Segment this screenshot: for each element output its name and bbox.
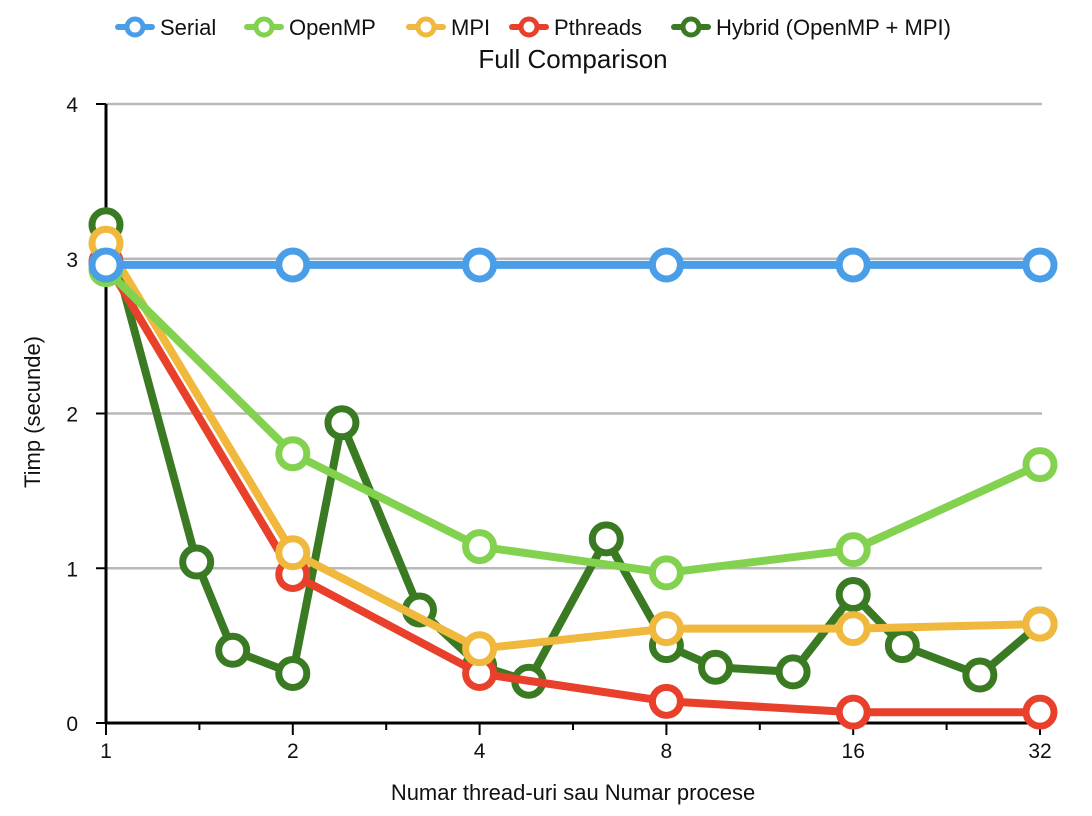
data-point-mpi (1022, 606, 1058, 642)
data-point-openmp (648, 555, 684, 591)
data-point-hybrid-openmp-mpi (884, 628, 920, 664)
legend-swatch-marker (518, 16, 540, 38)
legend-label: Serial (160, 15, 216, 40)
legend: Serial OpenMP MPI Pthreads Hybrid (OpenMP + … (115, 15, 951, 40)
legend-swatch-marker (680, 16, 702, 38)
x-tick-label-8: 8 (661, 740, 673, 763)
data-point-hybrid-openmp-mpi (698, 649, 734, 685)
legend-item-mpi: MPI (406, 15, 490, 40)
legend-label: MPI (451, 15, 490, 40)
data-point-pthreads (1022, 694, 1058, 730)
data-point-hybrid-openmp-mpi (962, 657, 998, 693)
y-axis-label: Timp (secunde) (20, 336, 45, 488)
legend-swatch-marker (415, 16, 437, 38)
chart-title: Full Comparison (478, 44, 667, 74)
y-tick-label-3: 3 (66, 249, 78, 272)
y-tick-label-1: 1 (66, 558, 78, 581)
legend-label: Pthreads (554, 15, 642, 40)
legend-swatch-marker (124, 16, 146, 38)
gridlines (106, 102, 1042, 570)
data-point-hybrid-openmp-mpi (835, 577, 871, 613)
data-point-hybrid-openmp-mpi (179, 544, 215, 580)
x-axis-label: Numar thread-uri sau Numar procese (391, 780, 755, 805)
data-point-serial (835, 247, 871, 283)
data-point-serial (1022, 247, 1058, 283)
legend-swatch-marker (253, 16, 275, 38)
x-tick-label-2: 2 (287, 740, 299, 763)
legend-label: OpenMP (289, 15, 376, 40)
data-point-serial (462, 247, 498, 283)
data-point-openmp (1022, 447, 1058, 483)
series-layer (88, 207, 1058, 730)
data-point-serial (88, 247, 124, 283)
x-tick-label-1: 1 (100, 740, 112, 763)
data-point-mpi (275, 535, 311, 571)
x-tick-label-4: 4 (474, 740, 486, 763)
series-serial (88, 247, 1058, 283)
y-tick-label-2: 2 (66, 404, 78, 427)
legend-item-serial: Serial (115, 15, 216, 40)
data-point-openmp (835, 532, 871, 568)
data-point-hybrid-openmp-mpi (215, 632, 251, 668)
legend-item-openmp: OpenMP (244, 15, 376, 40)
data-point-serial (275, 247, 311, 283)
y-tick-label-0: 0 (66, 713, 78, 736)
y-tick-label-4: 4 (66, 94, 78, 117)
data-point-mpi (648, 611, 684, 647)
series-line-mpi (102, 239, 1044, 653)
series-openmp (88, 252, 1058, 591)
x-tick-label-32: 32 (1028, 740, 1051, 763)
series-mpi (88, 225, 1058, 667)
series-line-openmp (102, 265, 1044, 577)
data-point-mpi (462, 631, 498, 667)
data-point-openmp (275, 436, 311, 472)
series-line-pthreads (102, 257, 1044, 717)
data-point-hybrid-openmp-mpi (775, 654, 811, 690)
legend-item-hybrid-openmp-mpi: Hybrid (OpenMP + MPI) (671, 15, 951, 40)
legend-item-pthreads: Pthreads (509, 15, 642, 40)
data-point-pthreads (648, 683, 684, 719)
data-point-serial (648, 247, 684, 283)
legend-label: Hybrid (OpenMP + MPI) (716, 15, 951, 40)
data-point-pthreads (835, 694, 871, 730)
data-point-hybrid-openmp-mpi (275, 655, 311, 691)
x-tick-label-16: 16 (842, 740, 865, 763)
data-point-hybrid-openmp-mpi (588, 521, 624, 557)
series-line-hybrid-openmp-mpi (102, 220, 1044, 686)
data-point-hybrid-openmp-mpi (324, 405, 360, 441)
data-point-openmp (462, 529, 498, 565)
data-point-mpi (835, 611, 871, 647)
